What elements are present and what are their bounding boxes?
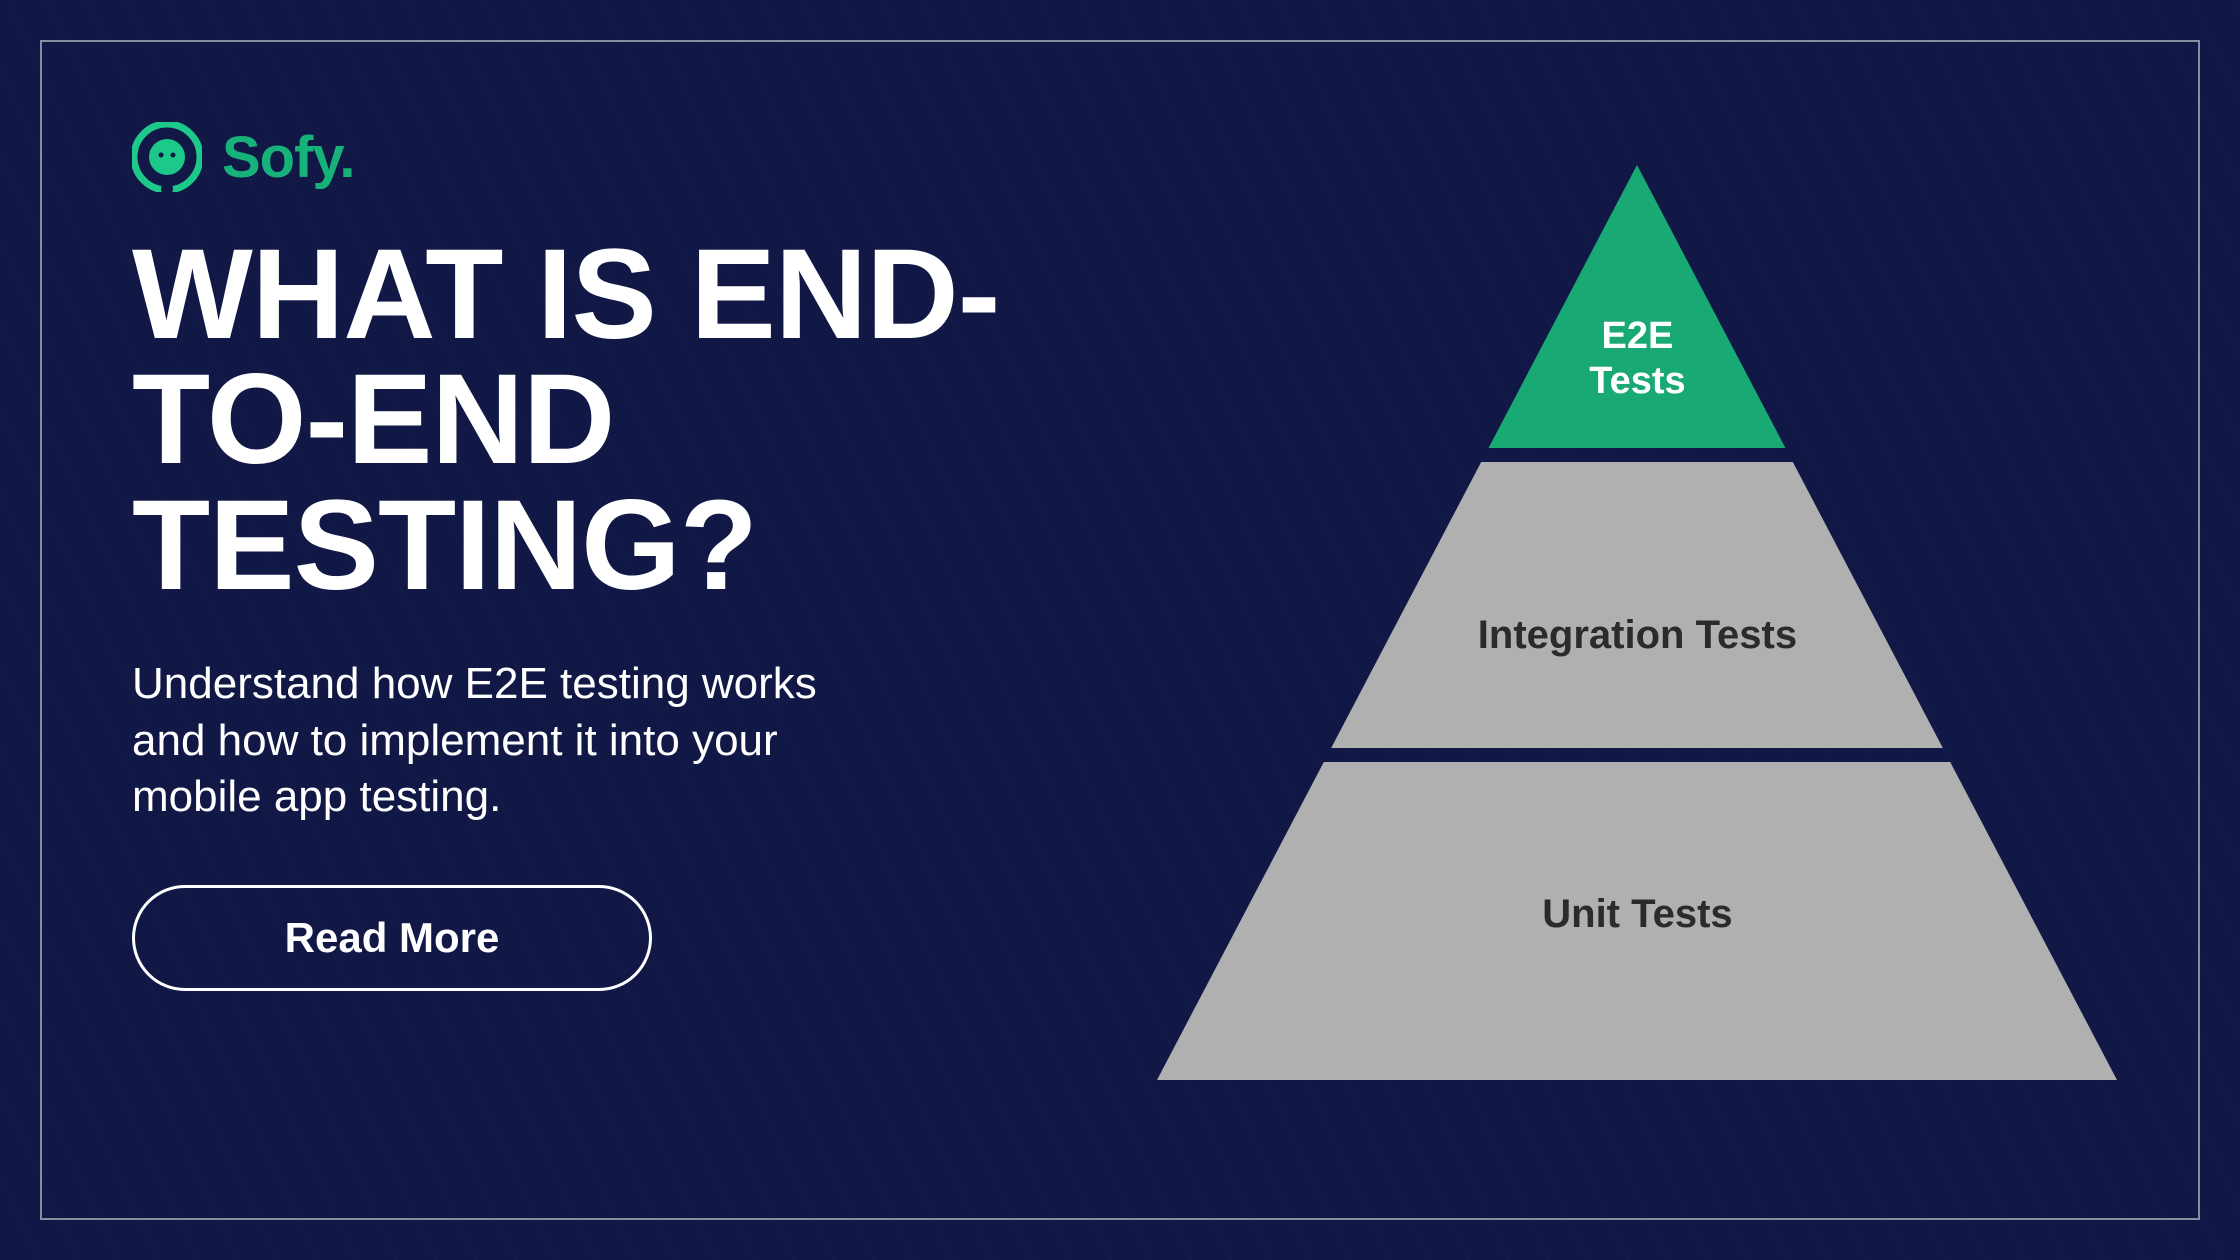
inner-frame: Sofy. WHAT IS END-TO-END TESTING? Unders… [40, 40, 2200, 1220]
brand-logo: Sofy. [132, 122, 1017, 192]
pyramid-level-e2e [1489, 165, 1786, 448]
diagram-column: E2ETests Integration Tests Unit Tests [1077, 42, 2198, 1218]
text-column: Sofy. WHAT IS END-TO-END TESTING? Unders… [42, 42, 1077, 1218]
infographic-canvas: Sofy. WHAT IS END-TO-END TESTING? Unders… [0, 0, 2240, 1260]
headline: WHAT IS END-TO-END TESTING? [132, 232, 1017, 608]
pyramid-label-unit: Unit Tests [1542, 890, 1732, 938]
testing-pyramid: E2ETests Integration Tests Unit Tests [1137, 165, 2137, 1095]
pyramid-level-integration [1332, 462, 1944, 748]
pyramid-label-e2e: E2ETests [1589, 314, 1685, 405]
logo-mark-icon [132, 122, 202, 192]
pyramid-label-integration: Integration Tests [1478, 611, 1797, 659]
subheadline: Understand how E2E testing works and how… [132, 656, 832, 825]
logo-text: Sofy. [222, 124, 355, 191]
read-more-button[interactable]: Read More [132, 885, 652, 991]
cta-label: Read More [285, 914, 500, 962]
